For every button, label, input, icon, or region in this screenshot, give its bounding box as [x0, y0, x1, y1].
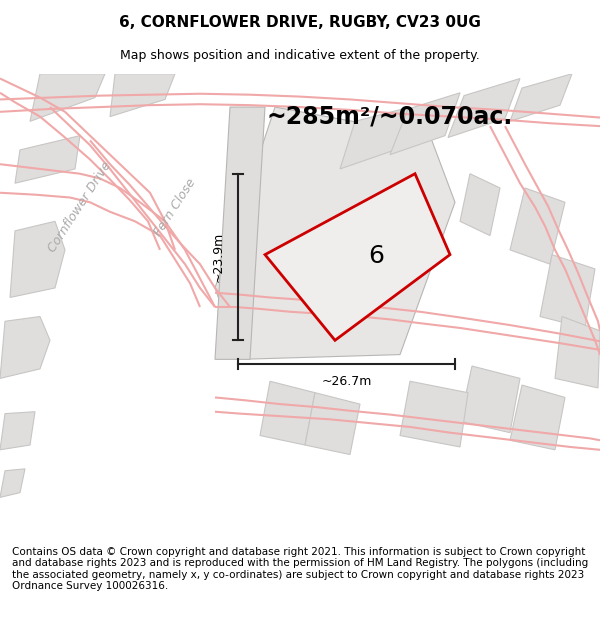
Polygon shape [305, 392, 360, 454]
Polygon shape [10, 221, 65, 298]
Polygon shape [15, 136, 80, 183]
Polygon shape [555, 316, 600, 388]
Text: ~285m²/~0.070ac.: ~285m²/~0.070ac. [267, 104, 513, 129]
Polygon shape [448, 79, 520, 138]
Polygon shape [0, 469, 25, 498]
Text: Fern Close: Fern Close [152, 176, 199, 238]
Polygon shape [460, 366, 520, 432]
Polygon shape [215, 107, 265, 359]
Text: 6, CORNFLOWER DRIVE, RUGBY, CV23 0UG: 6, CORNFLOWER DRIVE, RUGBY, CV23 0UG [119, 14, 481, 29]
Text: Map shows position and indicative extent of the property.: Map shows position and indicative extent… [120, 49, 480, 62]
Polygon shape [510, 385, 565, 450]
Polygon shape [260, 381, 315, 445]
Polygon shape [510, 74, 572, 121]
Text: Contains OS data © Crown copyright and database right 2021. This information is : Contains OS data © Crown copyright and d… [12, 546, 588, 591]
Polygon shape [460, 174, 500, 236]
Polygon shape [0, 412, 35, 450]
Polygon shape [110, 74, 175, 117]
Text: ~26.7m: ~26.7m [322, 375, 371, 388]
Polygon shape [215, 107, 455, 359]
Polygon shape [30, 74, 105, 121]
Text: 6: 6 [368, 244, 384, 268]
Polygon shape [540, 254, 595, 328]
Polygon shape [265, 174, 450, 341]
Polygon shape [0, 316, 50, 378]
Polygon shape [510, 188, 565, 264]
Text: ~23.9m: ~23.9m [212, 232, 224, 282]
Text: Cornflower Drive: Cornflower Drive [46, 159, 114, 255]
Polygon shape [340, 107, 410, 169]
Polygon shape [390, 92, 460, 154]
Polygon shape [400, 381, 468, 447]
